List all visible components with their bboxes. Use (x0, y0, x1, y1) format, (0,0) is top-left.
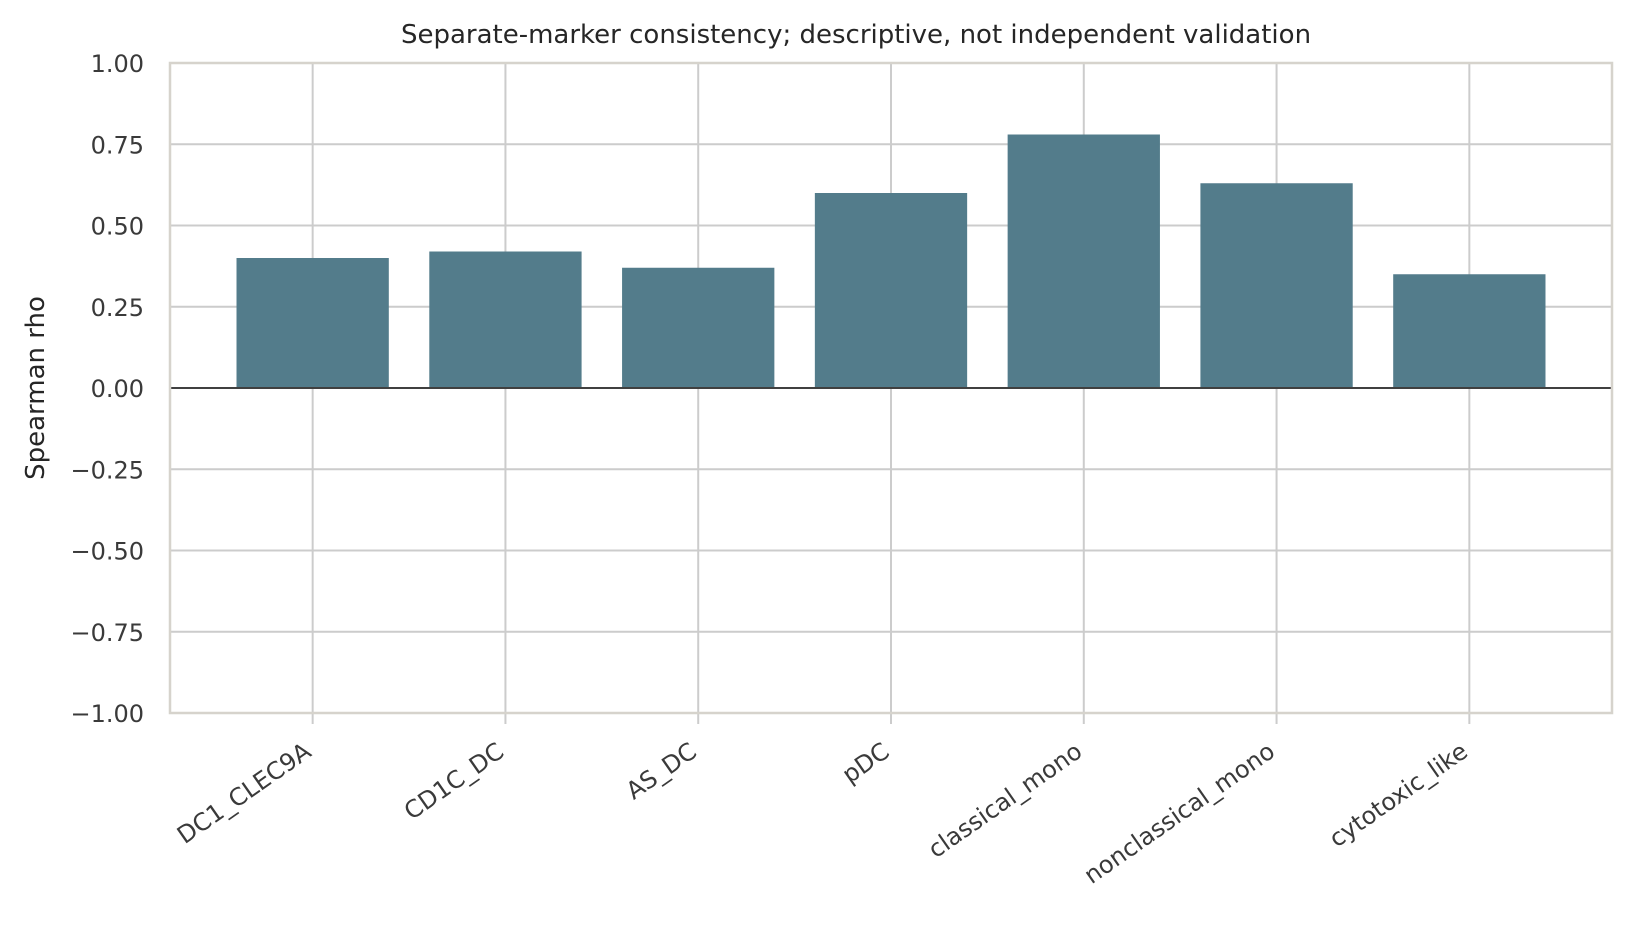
bar-classical_mono (1007, 134, 1160, 388)
bar-CD1C_DC (429, 251, 582, 388)
x-tick-label: DC1_CLEC9A (172, 737, 317, 850)
bar-nonclassical_mono (1200, 183, 1353, 388)
y-tick-label: −0.50 (70, 538, 144, 566)
x-tick-label: pDC (837, 737, 894, 789)
bar-cytotoxic_like (1393, 274, 1546, 388)
bars (236, 134, 1546, 388)
x-tick-label: cytotoxic_like (1324, 737, 1473, 853)
x-axis-ticks: DC1_CLEC9A CD1C_DC AS_DC pDC classical_monon… (172, 737, 1473, 890)
y-tick-label: −1.00 (70, 700, 144, 728)
y-tick-label: 0.50 (91, 213, 144, 241)
bar-AS_DC (622, 267, 775, 388)
y-tick-label: −0.25 (70, 456, 144, 484)
x-tick-label: CD1C_DC (399, 737, 509, 826)
x-tick-label: nonclassical_mono (1079, 737, 1280, 890)
y-axis-label: Spearman rho (21, 296, 51, 480)
chart-title: Separate-marker consistency; descriptive… (401, 20, 1311, 50)
grid-layer (170, 62, 1612, 724)
y-tick-label: 0.25 (91, 294, 144, 322)
y-tick-label: 0.75 (91, 131, 144, 159)
x-tick-label: AS_DC (621, 737, 702, 805)
bar-pDC (814, 193, 968, 388)
plot-frame (168, 61, 1614, 715)
x-tick-label: classical_mono (923, 737, 1087, 864)
y-tick-label: 0.00 (91, 375, 144, 403)
y-axis-ticks: 1.00 0.75 0.50 0.25 0.00 −0.25 −0.50 −0.75 −1.00 (70, 50, 144, 728)
y-tick-label: 1.00 (91, 50, 144, 78)
y-tick-label: −0.75 (70, 619, 144, 647)
bar-DC1_CLEC9A (236, 258, 389, 388)
